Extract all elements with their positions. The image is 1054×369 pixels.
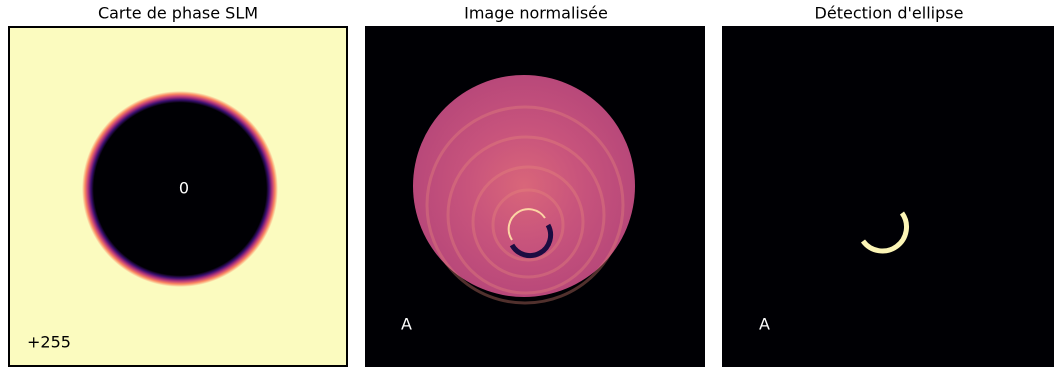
dark-ring xyxy=(509,223,554,259)
panel-ellipse: Détection d'ellipse A xyxy=(722,4,1054,367)
panel-slm: Carte de phase SLM 0 +255 xyxy=(8,4,348,367)
fringes xyxy=(425,105,625,305)
image-frame xyxy=(722,26,1054,367)
annotation: 0 xyxy=(179,179,189,198)
annotation: A xyxy=(759,315,770,334)
panel-title: Image normalisée xyxy=(464,4,608,23)
bright-ring xyxy=(507,208,546,241)
panel-title: Carte de phase SLM xyxy=(98,4,258,23)
phase-disk xyxy=(82,91,278,287)
beam-disk xyxy=(413,75,635,297)
annotation: +255 xyxy=(27,333,71,352)
panel-normalized: Image normalisée A xyxy=(365,4,705,367)
detected-ellipse xyxy=(860,211,909,254)
panel-title: Détection d'ellipse xyxy=(815,4,964,23)
annotation: A xyxy=(401,315,412,334)
